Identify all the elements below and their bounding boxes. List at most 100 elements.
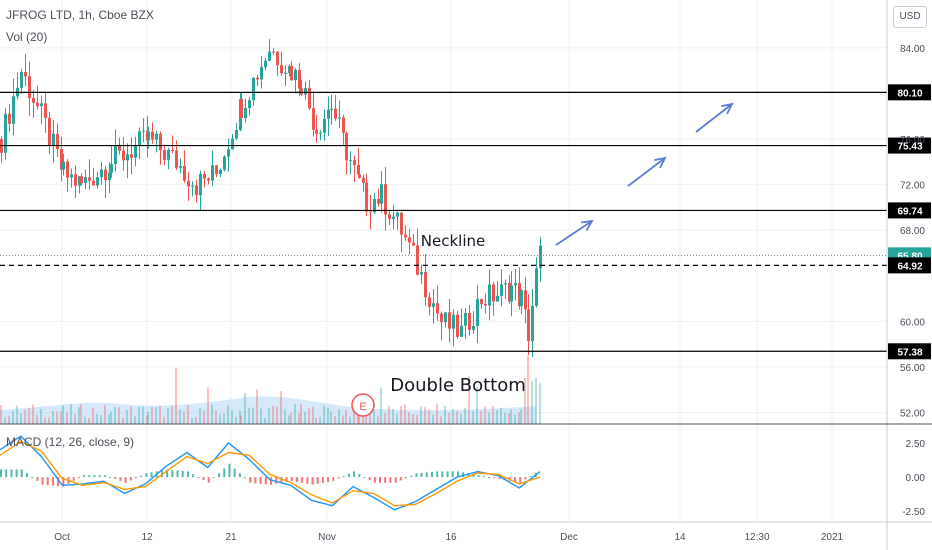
volume-bar bbox=[404, 404, 406, 424]
volume-bar bbox=[308, 408, 310, 424]
volume-bar bbox=[24, 409, 26, 424]
volume-bar bbox=[315, 417, 317, 424]
candle-body bbox=[420, 271, 423, 275]
macd-histogram-bar bbox=[202, 477, 205, 480]
candle-body bbox=[24, 71, 27, 77]
volume-bar bbox=[484, 406, 486, 424]
volume-bar bbox=[323, 405, 325, 424]
volume-bar bbox=[4, 416, 6, 424]
volume-bar bbox=[167, 407, 169, 424]
volume-bar bbox=[134, 415, 136, 424]
candle-body bbox=[304, 87, 307, 95]
candle-body bbox=[211, 165, 214, 181]
volume-bar bbox=[518, 412, 520, 424]
macd-histogram-bar bbox=[472, 474, 475, 478]
volume-bar bbox=[524, 377, 526, 424]
volume-bar bbox=[199, 408, 201, 424]
macd-histogram-bar bbox=[384, 477, 387, 483]
volume-bar bbox=[276, 406, 278, 424]
macd-histogram-bar bbox=[456, 471, 459, 478]
volume-bar bbox=[56, 411, 58, 424]
candle-body bbox=[468, 313, 471, 330]
candle-body bbox=[288, 66, 291, 73]
volume-bar bbox=[284, 409, 286, 424]
candle-body bbox=[460, 325, 463, 337]
candle-body bbox=[373, 198, 376, 213]
candle-body bbox=[416, 245, 419, 275]
volume-bar bbox=[480, 411, 482, 424]
macd-panel: MACD (12, 26, close, 9) bbox=[0, 435, 541, 511]
macd-histogram-bar bbox=[114, 477, 117, 479]
volume-bar bbox=[142, 406, 144, 424]
candle-body bbox=[276, 51, 279, 66]
volume-bar bbox=[468, 376, 470, 424]
macd-histogram-bar bbox=[519, 477, 522, 483]
candle-body bbox=[432, 303, 435, 307]
candle-body bbox=[323, 118, 326, 133]
volume-bar bbox=[440, 416, 442, 424]
volume-bar bbox=[424, 406, 426, 424]
candle-body bbox=[369, 211, 372, 213]
macd-line-signal bbox=[0, 440, 541, 507]
currency-button[interactable]: USD bbox=[893, 6, 927, 28]
candle-body bbox=[240, 99, 243, 119]
macd-histogram-bar bbox=[244, 477, 247, 479]
candle-body bbox=[408, 237, 411, 243]
volume-bar bbox=[432, 414, 434, 424]
macd-histogram-bar bbox=[358, 474, 361, 478]
macd-histogram-bar bbox=[394, 477, 397, 483]
macd-histogram-bar bbox=[363, 477, 366, 479]
volume-bar bbox=[510, 409, 512, 424]
candle-body bbox=[179, 166, 182, 168]
candle-body bbox=[396, 212, 399, 217]
candle-body bbox=[199, 173, 202, 196]
candle-body bbox=[52, 133, 55, 146]
volume-bar bbox=[16, 405, 18, 424]
candle-body bbox=[349, 160, 352, 162]
candle-body bbox=[524, 290, 527, 310]
macd-histogram-bar bbox=[488, 477, 491, 479]
volume-bar bbox=[369, 411, 371, 424]
candle-body bbox=[452, 314, 455, 329]
macd-histogram-bar bbox=[321, 477, 324, 483]
volume-bar bbox=[288, 415, 290, 424]
y-tick-label: 76.00 bbox=[900, 135, 925, 146]
macd-histogram-bar bbox=[192, 474, 195, 478]
price-tag-label: 64.92 bbox=[897, 261, 922, 272]
projection-arrow bbox=[695, 103, 733, 133]
macd-histogram-bar bbox=[31, 477, 34, 479]
volume-bar bbox=[52, 411, 54, 424]
x-tick-label: Dec bbox=[560, 532, 578, 543]
volume-bar bbox=[280, 391, 282, 424]
macd-histogram-bar bbox=[223, 468, 226, 478]
candle-body bbox=[219, 169, 222, 174]
candle-body bbox=[527, 309, 530, 342]
macd-histogram-bar bbox=[119, 477, 122, 481]
candle-body bbox=[48, 117, 51, 146]
volume-bar bbox=[420, 406, 422, 424]
earnings-marker[interactable] bbox=[351, 393, 375, 417]
volume-bar bbox=[353, 404, 355, 424]
macd-histogram-bar bbox=[15, 469, 18, 478]
macd-histogram-bar bbox=[430, 471, 433, 478]
candle-body bbox=[535, 268, 538, 306]
macd-histogram-bar bbox=[301, 477, 304, 483]
volume-bar bbox=[227, 405, 229, 424]
macd-histogram-bar bbox=[98, 475, 101, 478]
volume-bar bbox=[62, 405, 64, 424]
volume-bar bbox=[147, 411, 149, 424]
projection-arrow-head bbox=[721, 102, 734, 115]
macd-histogram-bar bbox=[129, 477, 132, 481]
candle-body bbox=[108, 172, 111, 181]
candle-body bbox=[32, 98, 35, 103]
volume-bar bbox=[357, 409, 359, 424]
candle-body bbox=[62, 161, 65, 170]
x-tick-label: 21 bbox=[225, 532, 237, 543]
candle-body bbox=[472, 325, 475, 330]
price-tag bbox=[888, 202, 931, 219]
candle-body bbox=[114, 146, 117, 165]
volume-bar bbox=[151, 407, 153, 424]
macd-histogram-bar bbox=[0, 469, 2, 478]
